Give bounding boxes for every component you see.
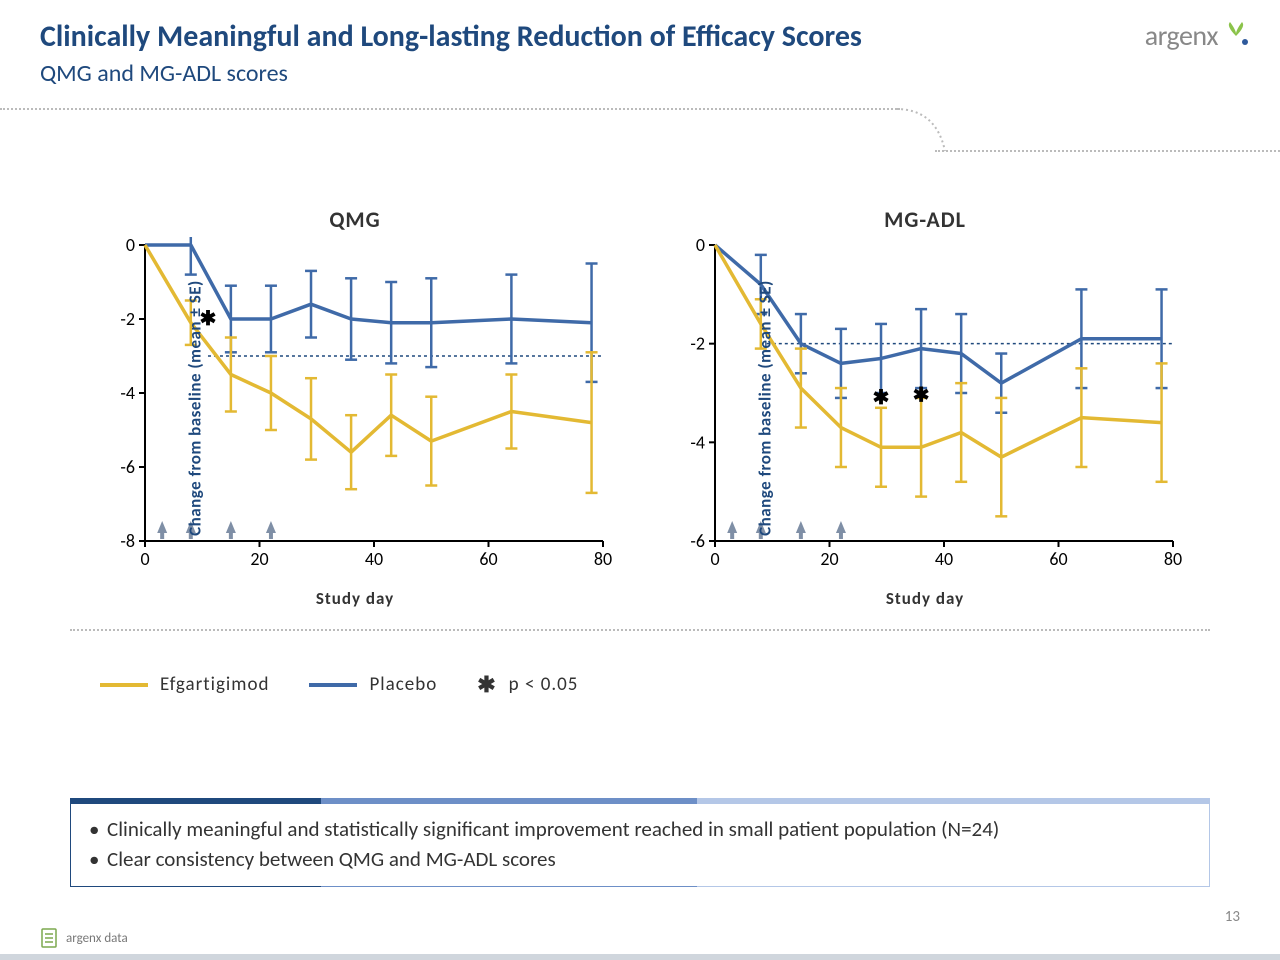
slide-header: Clinically Meaningful and Long-lasting R… xyxy=(0,0,1280,96)
svg-text:20: 20 xyxy=(820,548,838,570)
svg-text:-2: -2 xyxy=(690,333,705,355)
legend-swatch-efgartigimod xyxy=(100,683,148,687)
chart-svg-qmg: -8-6-4-20020406080✱ xyxy=(95,237,615,577)
svg-text:60: 60 xyxy=(479,548,497,570)
legend-item-placebo: Placebo xyxy=(309,673,437,696)
y-axis-label: Change from baseline (mean ± SE) xyxy=(184,280,205,536)
summary-bullet: Clear consistency between QMG and MG-ADL… xyxy=(89,844,1191,874)
significance-star-icon: ✱ xyxy=(477,671,496,698)
header-divider-curve xyxy=(896,108,946,152)
svg-text:20: 20 xyxy=(250,548,268,570)
x-axis-label: Study day xyxy=(665,588,1185,609)
charts-row: QMG Change from baseline (mean ± SE) -8 -… xyxy=(0,96,1280,609)
summary-box: Clinically meaningful and statistically … xyxy=(70,798,1210,887)
svg-text:-4: -4 xyxy=(120,382,135,404)
svg-text:60: 60 xyxy=(1049,548,1067,570)
legend: Efgartigimod Placebo ✱ p < 0.05 xyxy=(0,631,1280,698)
svg-text:✱: ✱ xyxy=(873,386,890,410)
legend-swatch-placebo xyxy=(309,683,357,687)
legend-item-efgartigimod: Efgartigimod xyxy=(100,673,269,696)
svg-text:40: 40 xyxy=(365,548,383,570)
legend-label-significance: p < 0.05 xyxy=(509,673,579,696)
slide-subtitle: QMG and MG-ADL scores xyxy=(40,59,1240,88)
logo-mark-icon xyxy=(1222,20,1250,52)
svg-text:-6: -6 xyxy=(690,530,705,552)
slide-footer: argenx data xyxy=(0,928,1280,948)
legend-label-efgartigimod: Efgartigimod xyxy=(160,673,269,696)
svg-text:0: 0 xyxy=(126,237,135,256)
svg-text:✱: ✱ xyxy=(913,383,930,407)
page-number: 13 xyxy=(1225,908,1240,926)
svg-text:0: 0 xyxy=(710,548,719,570)
company-logo: argenx xyxy=(1145,18,1250,53)
chart-mgadl: MG-ADL Change from baseline (mean ± SE) … xyxy=(665,206,1185,609)
chart-title-mgadl: MG-ADL xyxy=(665,206,1185,233)
svg-text:0: 0 xyxy=(140,548,149,570)
svg-text:-6: -6 xyxy=(120,456,135,478)
summary-bullet: Clinically meaningful and statistically … xyxy=(89,814,1191,844)
svg-text:40: 40 xyxy=(935,548,953,570)
svg-text:80: 80 xyxy=(1164,548,1182,570)
y-axis-label: Change from baseline (mean ± SE) xyxy=(754,280,775,536)
x-axis-label: Study day xyxy=(95,588,615,609)
svg-text:-4: -4 xyxy=(690,431,705,453)
legend-item-significance: ✱ p < 0.05 xyxy=(477,671,578,698)
chart-qmg: QMG Change from baseline (mean ± SE) -8 -… xyxy=(95,206,615,609)
summary-list: Clinically meaningful and statistically … xyxy=(89,814,1191,874)
logo-text: argenx xyxy=(1145,18,1218,53)
header-divider-right xyxy=(935,150,1280,152)
chart-title-qmg: QMG xyxy=(95,206,615,233)
svg-text:80: 80 xyxy=(594,548,612,570)
svg-text:-2: -2 xyxy=(120,308,135,330)
svg-text:-8: -8 xyxy=(120,530,135,552)
slide-title: Clinically Meaningful and Long-lasting R… xyxy=(40,18,1240,55)
svg-text:0: 0 xyxy=(696,237,705,256)
legend-label-placebo: Placebo xyxy=(369,673,437,696)
chart-svg-mgadl: -6 -4 -2 0 0 20 40 60 80 ✱ ✱ xyxy=(665,237,1185,577)
footer-source: argenx data xyxy=(66,931,128,946)
header-divider xyxy=(0,108,900,110)
document-icon xyxy=(40,928,58,948)
bottom-accent-bar xyxy=(0,954,1280,960)
